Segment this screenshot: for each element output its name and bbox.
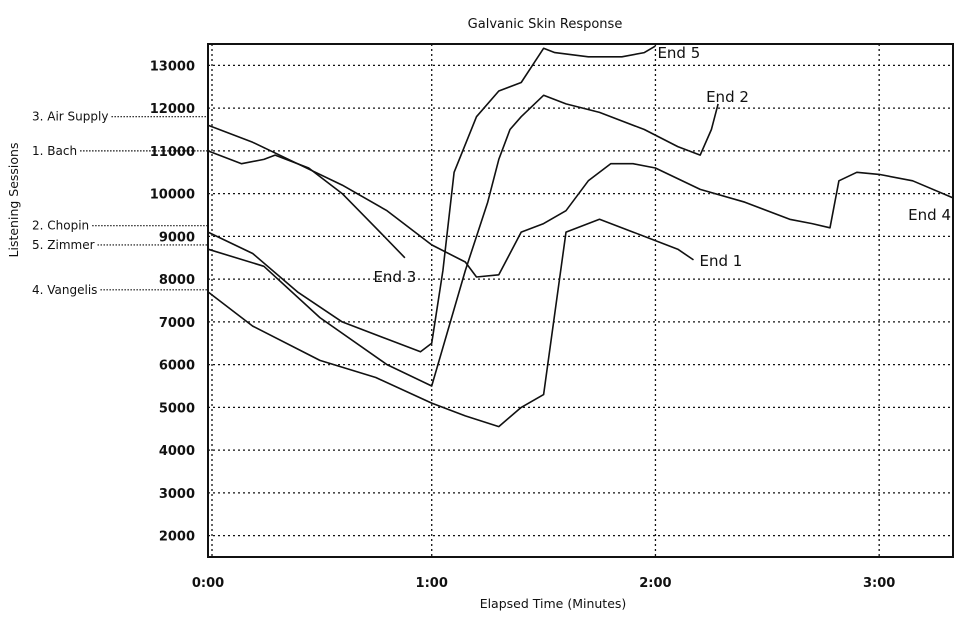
y-tick-label: 3000 <box>159 487 195 502</box>
x-axis-label: Elapsed Time (Minutes) <box>480 596 627 611</box>
session-label: 1. Bach <box>32 144 77 158</box>
session-labels: 3. Air Supply 1. Bach 2. Chopin 5. Zimmer 4.… <box>32 110 208 297</box>
x-tick-label: 2:00 <box>639 576 671 591</box>
axis-ticks: 2000 3000 4000 5000 6000 7000 8000 9000 10000 110… <box>150 59 896 591</box>
y-tick-label: 11000 <box>150 145 195 160</box>
y-tick-label: 10000 <box>150 188 195 203</box>
x-tick-label: 1:00 <box>416 576 448 591</box>
y-tick-label: 6000 <box>159 359 195 374</box>
plot-frame <box>207 43 954 558</box>
series-line-5 <box>207 45 656 353</box>
series-line-4 <box>207 124 954 278</box>
chart-title: Galvanic Skin Response <box>468 17 623 32</box>
y-tick-label: 8000 <box>159 273 195 288</box>
y-tick-label: 4000 <box>159 444 195 459</box>
session-label: 2. Chopin <box>32 219 89 233</box>
grid-lines <box>208 44 953 557</box>
y-tick-label: 13000 <box>150 59 195 74</box>
series-line-2 <box>207 94 719 387</box>
series-end-label: End 1 <box>699 252 742 270</box>
y-axis-label: Listening Sessions <box>6 143 21 258</box>
x-tick-label: 3:00 <box>863 576 895 591</box>
series-end-label: End 2 <box>706 88 749 106</box>
y-tick-label: 12000 <box>150 102 195 117</box>
series-end-label: End 3 <box>373 268 416 286</box>
series-end-label: End 4 <box>908 206 951 224</box>
series-line-1 <box>207 218 694 428</box>
x-tick-label: 0:00 <box>192 576 224 591</box>
series-lines <box>207 45 954 428</box>
y-tick-label: 5000 <box>159 401 195 416</box>
series-end-label: End 5 <box>657 44 700 62</box>
end-labels: End 1 End 2 End 3 End 4 End 5 <box>373 44 951 286</box>
y-tick-label: 7000 <box>159 316 195 331</box>
y-tick-label: 2000 <box>159 530 195 545</box>
y-tick-label: 9000 <box>159 230 195 245</box>
session-label: 5. Zimmer <box>32 238 95 252</box>
session-label: 3. Air Supply <box>32 110 108 124</box>
session-label: 4. Vangelis <box>32 283 97 297</box>
